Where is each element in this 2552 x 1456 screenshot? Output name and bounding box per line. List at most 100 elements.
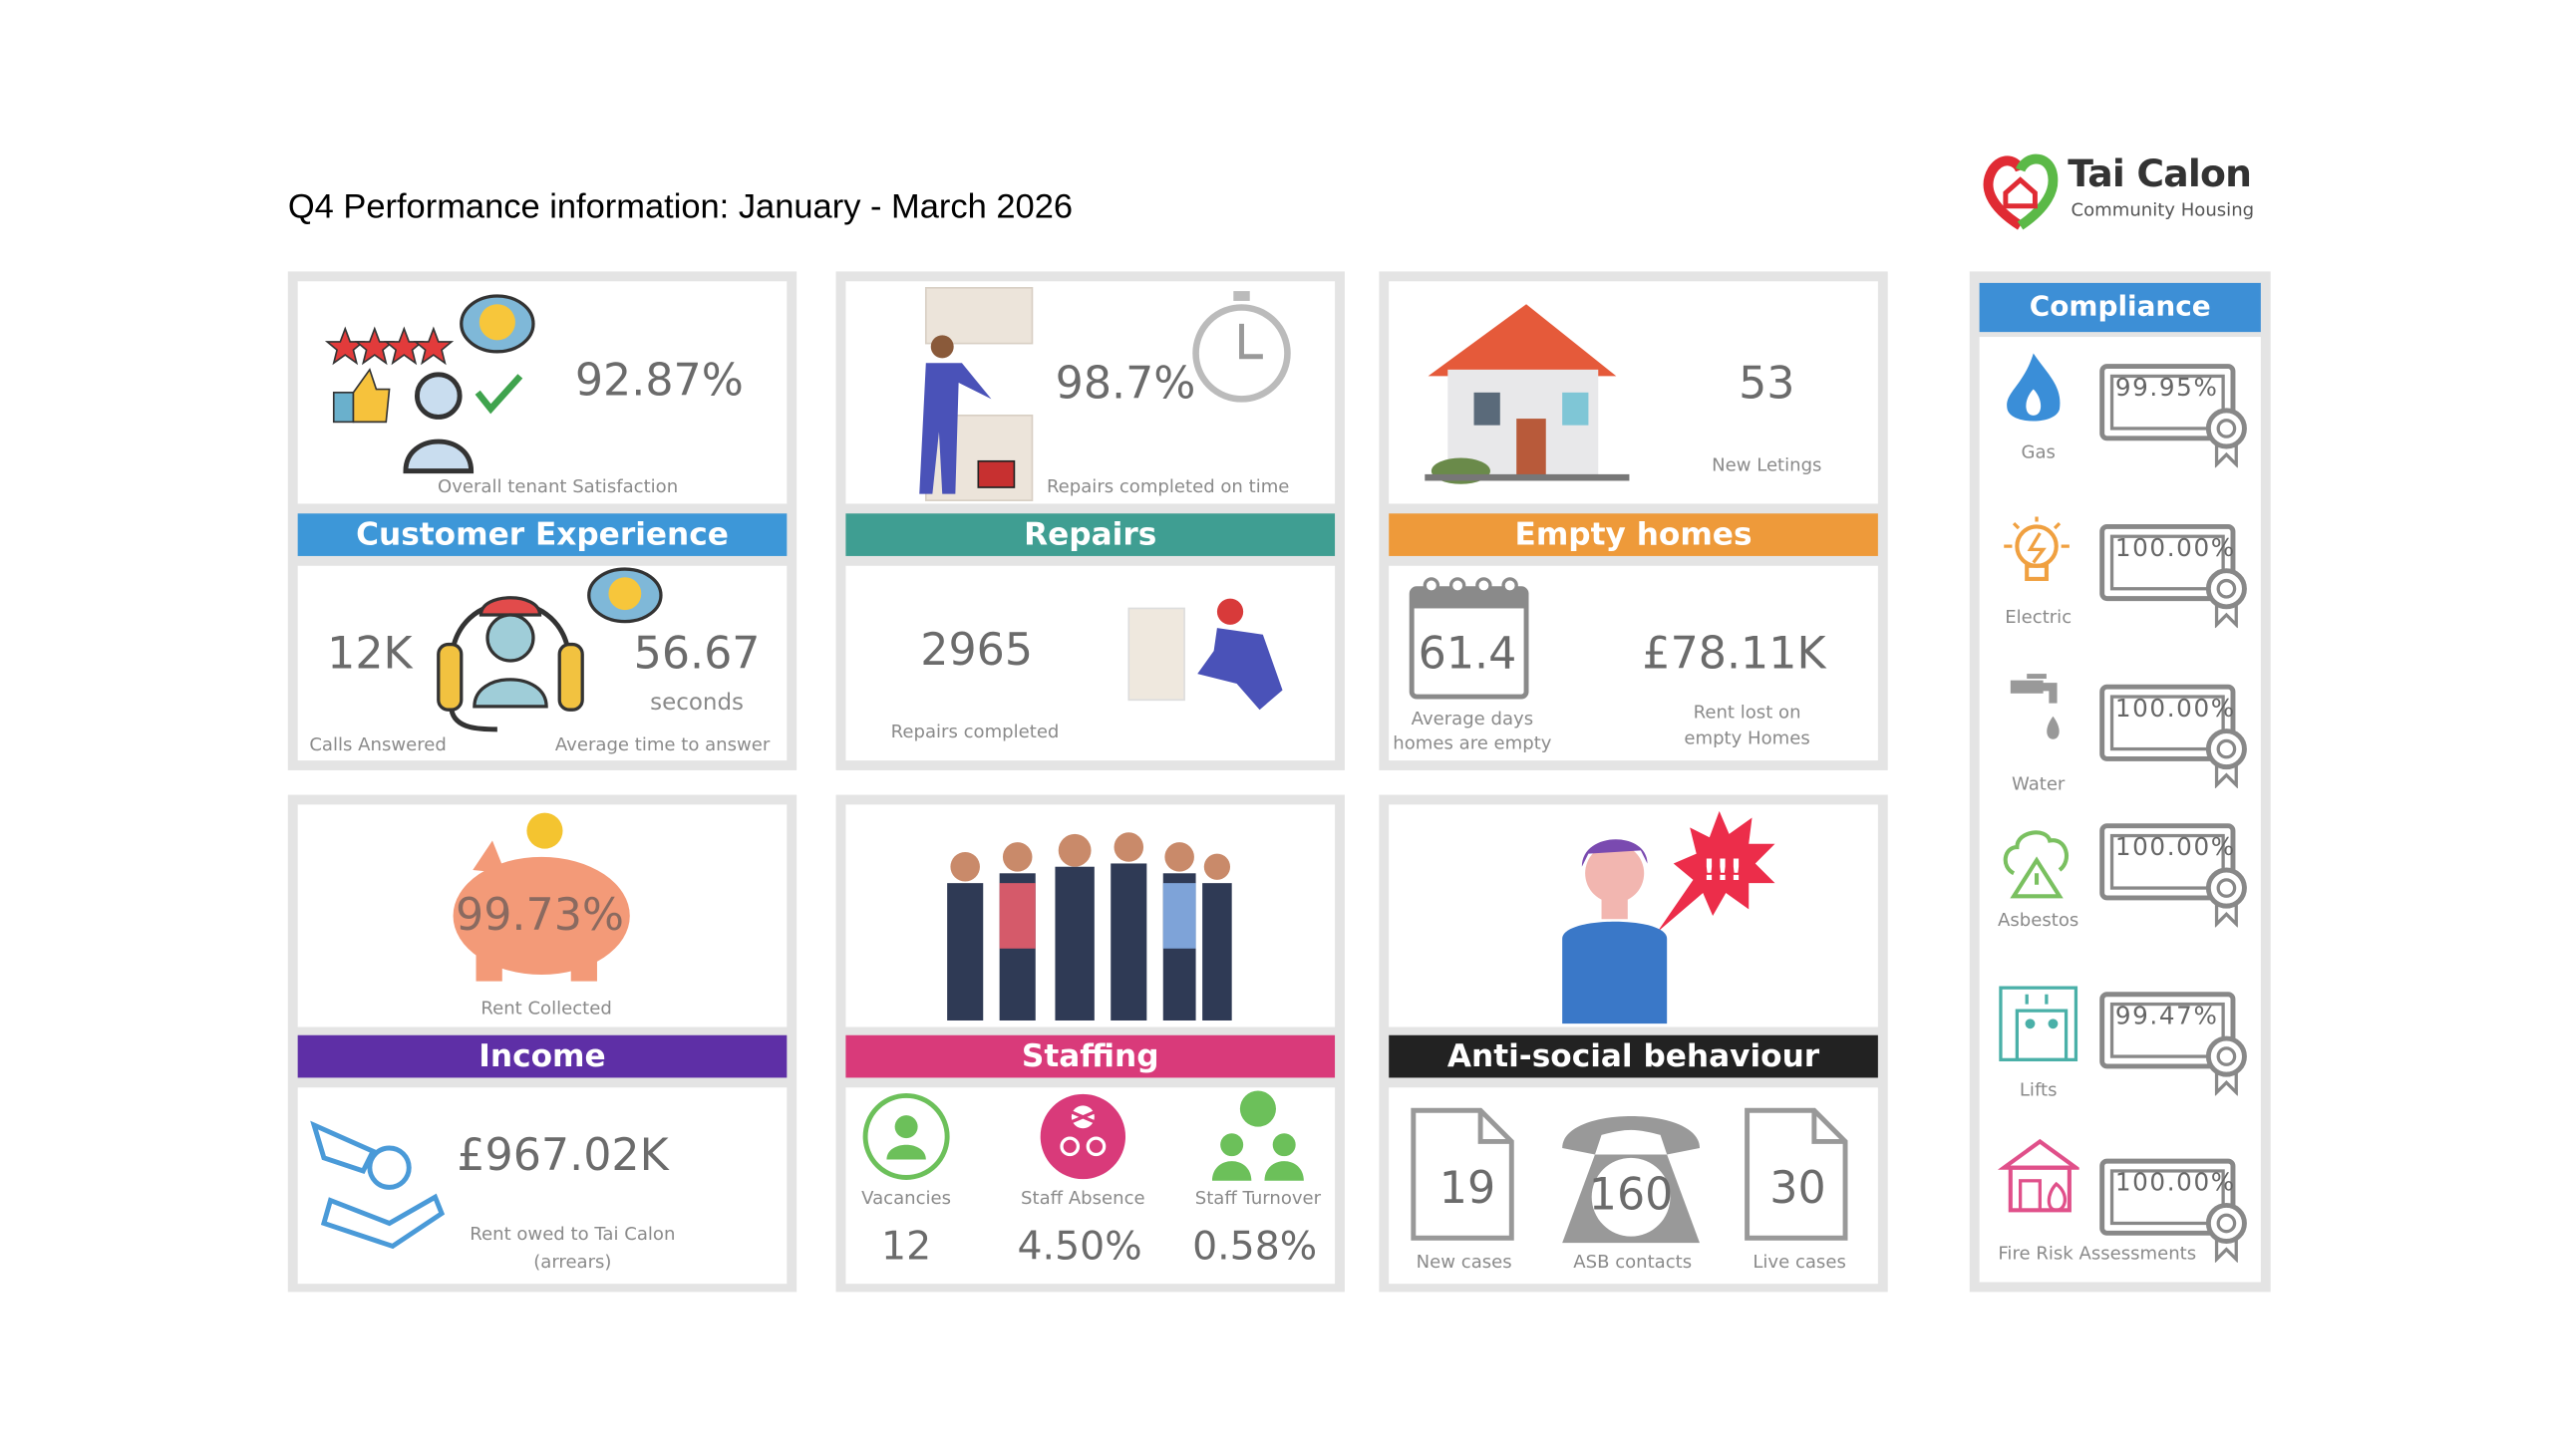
- logo: Tai Calon Community Housing: [1983, 150, 2261, 235]
- live-cases-label: Live cases: [1753, 1251, 1846, 1273]
- new-lettings-label: New Letings: [1712, 454, 1822, 476]
- compliance-value: 99.47%: [2114, 1001, 2219, 1030]
- repairs-completed-value: 2965: [920, 625, 1034, 677]
- staff-absence-label: Staff Absence: [1021, 1187, 1145, 1209]
- average-days-label-2: homes are empty: [1393, 732, 1552, 754]
- plumber-illustration: [919, 286, 1034, 501]
- repair-worker-illustration: [1127, 598, 1283, 711]
- lift-icon: [1999, 986, 2078, 1062]
- compliance-value: 99.95%: [2114, 373, 2219, 403]
- rent-lost-value: £78.11K: [1642, 628, 1826, 680]
- certificate-badge: 100.00%: [2098, 822, 2247, 928]
- on-time-value: 98.7%: [1055, 359, 1196, 411]
- arrears-label-1: Rent owed to Tai Calon: [470, 1223, 676, 1245]
- compliance-label: Lifts: [2019, 1079, 2058, 1101]
- asb-contacts-label: ASB contacts: [1573, 1251, 1693, 1273]
- calls-answered-value: 12K: [327, 628, 413, 680]
- satisfaction-icon: [324, 294, 535, 474]
- repairs-completed-label: Repairs completed: [890, 721, 1060, 743]
- asb-heading: Anti-social behaviour: [1389, 1034, 1878, 1078]
- calls-answered-label: Calls Answered: [309, 733, 447, 756]
- certificate-badge: 99.47%: [2098, 991, 2247, 1096]
- rent-lost-label-1: Rent lost on: [1693, 701, 1801, 724]
- certificate-icon: [2099, 364, 2247, 468]
- satisfaction-label: Overall tenant Satisfaction: [438, 475, 679, 497]
- certificate-badge: 100.00%: [2098, 1158, 2247, 1263]
- asb-card: Anti-social behaviour !!! 19 New cases 1…: [1379, 794, 1888, 1293]
- answer-time-label: Average time to answer: [554, 733, 771, 756]
- compliance-value: 100.00%: [2114, 1167, 2236, 1198]
- rent-collected-value: 99.73%: [456, 890, 625, 942]
- house-fire-icon: [1997, 1138, 2079, 1213]
- certificate-badge: 99.95%: [2098, 363, 2247, 468]
- logo-name: Tai Calon: [2068, 153, 2252, 196]
- page-title: Q4 Performance information: January - Ma…: [287, 187, 1074, 226]
- compliance-heading: Compliance: [1979, 282, 2261, 333]
- call-centre-agent-icon: [437, 567, 663, 732]
- rent-collected-label: Rent Collected: [480, 998, 612, 1019]
- house-illustration: [1425, 304, 1630, 484]
- svg-text:!!!: !!!: [1703, 853, 1743, 887]
- arrears-value: £967.02K: [457, 1130, 669, 1182]
- asb-contacts-value: 160: [1588, 1170, 1674, 1222]
- certificate-badge: 100.00%: [2098, 684, 2247, 788]
- satisfaction-value: 92.87%: [574, 355, 744, 407]
- angry-person-illustration: !!!: [1562, 810, 1775, 1024]
- new-cases-value: 19: [1438, 1163, 1496, 1215]
- live-cases-value: 30: [1769, 1163, 1826, 1215]
- lightbulb-icon: [2004, 516, 2070, 581]
- arrears-label-2: (arrears): [533, 1251, 612, 1273]
- certificate-icon: [2099, 1158, 2247, 1263]
- staff-turnover-value: 0.58%: [1192, 1223, 1318, 1270]
- staff-turnover-label: Staff Turnover: [1194, 1187, 1322, 1209]
- compliance-value: 100.00%: [2114, 532, 2236, 563]
- average-days-label-1: Average days: [1411, 708, 1534, 729]
- certificate-icon: [2099, 523, 2247, 629]
- rent-lost-label-2: empty Homes: [1684, 728, 1810, 749]
- certificate-badge: 100.00%: [2098, 523, 2247, 629]
- certificate-icon: [2099, 992, 2247, 1096]
- compliance-label: Gas: [2021, 441, 2056, 463]
- logo-tagline: Community Housing: [2071, 199, 2255, 221]
- empty-homes-heading: Empty homes: [1389, 513, 1878, 556]
- tap-icon: [2010, 674, 2060, 739]
- logo-heart-icon: [1983, 153, 2059, 230]
- income-card: Income 99.73% Rent Collected £967.02K Re…: [287, 794, 798, 1293]
- answer-time-value: 56.67: [633, 628, 761, 680]
- compliance-value: 100.00%: [2114, 693, 2236, 724]
- customer-experience-heading: Customer Experience: [297, 513, 788, 556]
- repairs-heading: Repairs: [845, 513, 1336, 556]
- staff-absence-icon: [1040, 1093, 1126, 1180]
- average-days-value: 61.4: [1418, 628, 1517, 680]
- flame-icon: [2007, 353, 2061, 422]
- new-lettings-value: 53: [1739, 359, 1795, 411]
- vacancies-value: 12: [881, 1223, 932, 1270]
- hand-money-icon: [310, 1120, 446, 1250]
- staff-absence-value: 4.50%: [1017, 1223, 1142, 1270]
- repairs-card: Repairs 98.7% Repairs completed on time …: [835, 271, 1345, 770]
- live-cases-document-icon: [1745, 1107, 1848, 1241]
- piggy-bank-icon: [453, 812, 630, 982]
- staffing-heading: Staffing: [845, 1034, 1336, 1078]
- empty-homes-card: Empty homes 53 New Letings 61.4 Average …: [1379, 271, 1888, 770]
- telephone-icon: [1562, 1115, 1700, 1244]
- staff-group-illustration: [947, 832, 1232, 1020]
- staffing-card: Staffing Vacancies 12 Staff Absence 4.50…: [835, 794, 1345, 1293]
- compliance-label: Asbestos: [1998, 909, 2079, 931]
- new-cases-label: New cases: [1416, 1251, 1512, 1273]
- vacancies-icon: [862, 1093, 950, 1180]
- calendar-icon: [1409, 577, 1529, 700]
- compliance-label: Water: [2011, 773, 2066, 795]
- customer-experience-card: Customer Experience 92.87% Overall tenan…: [287, 271, 798, 770]
- compliance-card: Compliance Gas 99.95% Electric 100.00% Water…: [1969, 271, 2271, 1293]
- stopwatch-icon: [1192, 291, 1291, 403]
- staff-turnover-icon: [1211, 1090, 1304, 1181]
- compliance-value: 100.00%: [2114, 832, 2236, 862]
- answer-time-unit: seconds: [650, 690, 745, 717]
- certificate-icon: [2099, 823, 2247, 928]
- new-cases-document-icon: [1411, 1107, 1514, 1241]
- certificate-icon: [2099, 684, 2247, 788]
- compliance-label: Electric: [2005, 606, 2073, 629]
- compliance-label: Fire Risk Assessments: [1998, 1243, 2197, 1265]
- on-time-label: Repairs completed on time: [1046, 475, 1290, 497]
